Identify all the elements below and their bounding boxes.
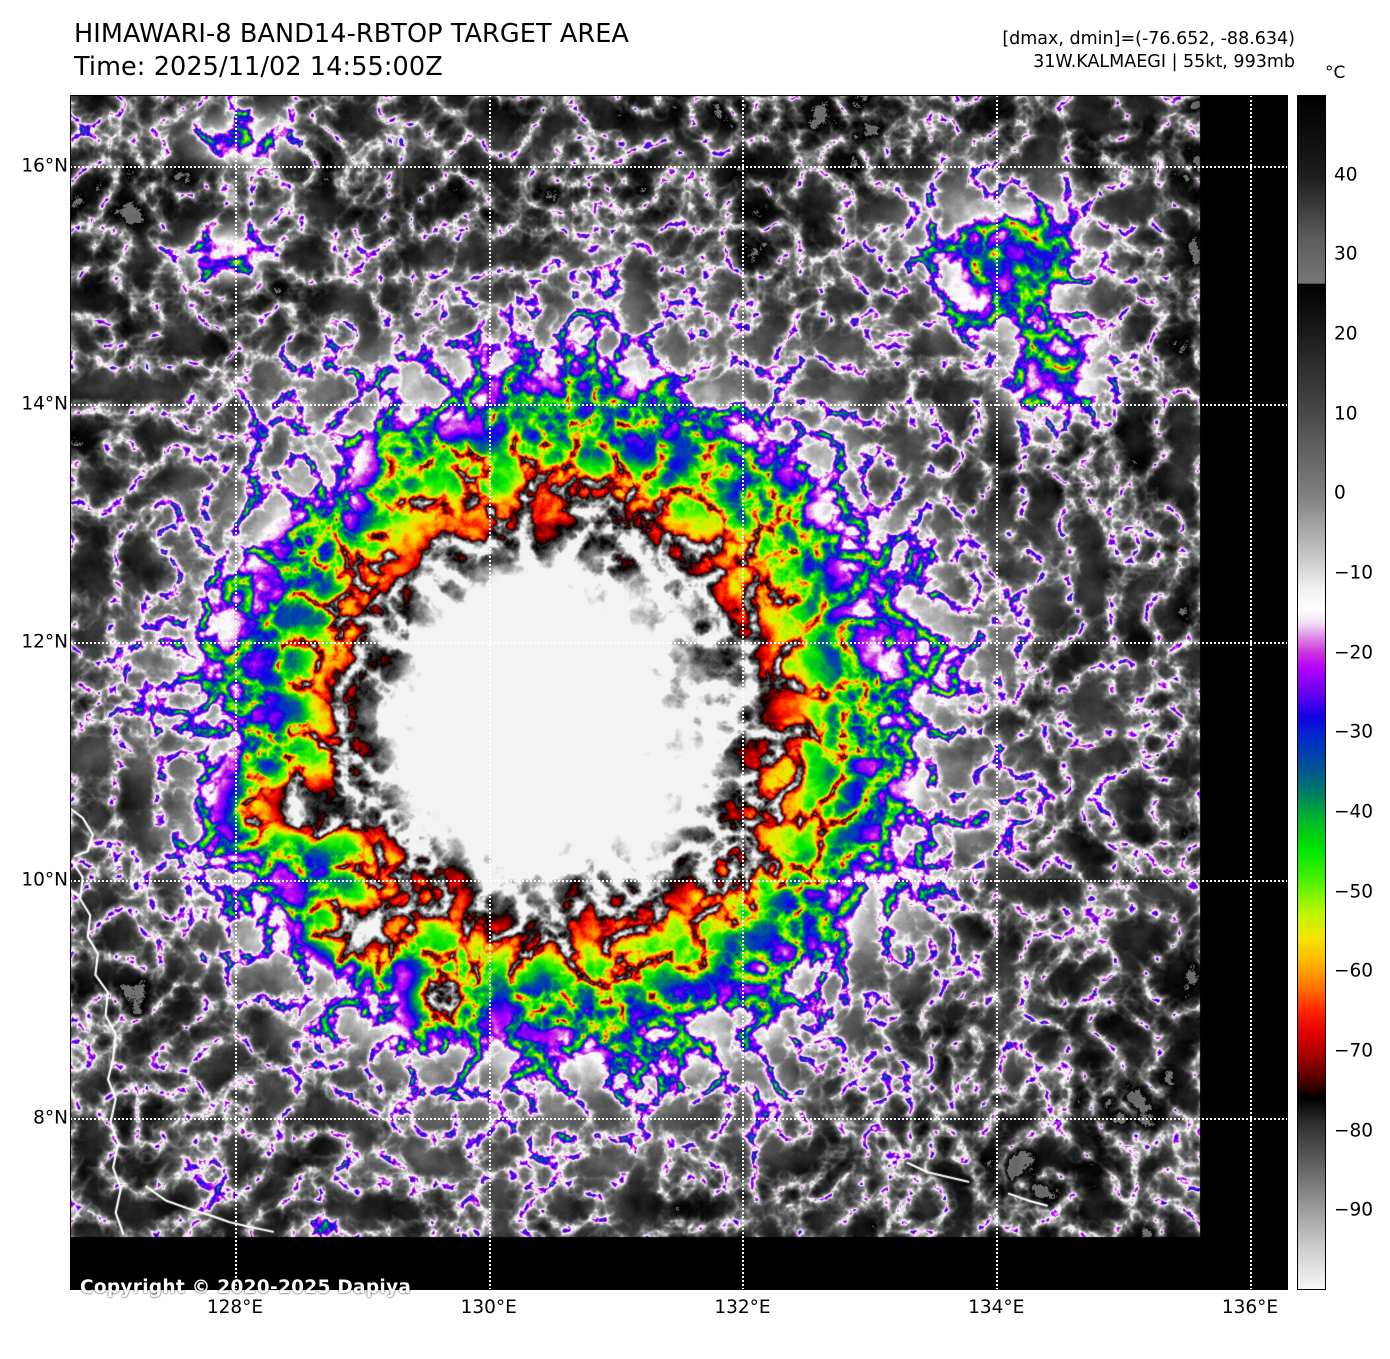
- longitude-tick-128°E: 128°E: [206, 1297, 264, 1318]
- latitude-tick-8°N: 8°N: [33, 1107, 68, 1129]
- latitude-tick-14°N: 14°N: [21, 393, 68, 415]
- colorbar-tick--90: −90: [1334, 1199, 1374, 1221]
- colorbar: [1297, 95, 1326, 1290]
- colorbar-tick--30: −30: [1334, 721, 1374, 743]
- satellite-plot-area: [70, 95, 1288, 1290]
- colorbar-gradient: [1298, 96, 1325, 1289]
- dmax-dmin-label: [dmax, dmin]=(-76.652, -88.634): [1002, 29, 1295, 49]
- colorbar-tick-40: 40: [1334, 164, 1358, 186]
- colorbar-tick--10: −10: [1334, 562, 1374, 584]
- colorbar-unit-label: °C: [1325, 63, 1346, 83]
- longitude-tick-136°E: 136°E: [1221, 1297, 1279, 1318]
- latitude-tick-16°N: 16°N: [21, 155, 68, 177]
- latitude-tick-10°N: 10°N: [21, 869, 68, 891]
- colorbar-tick--50: −50: [1334, 881, 1374, 903]
- colorbar-tick-10: 10: [1334, 403, 1358, 425]
- colorbar-tick-30: 30: [1334, 243, 1358, 265]
- colorbar-tick--40: −40: [1334, 801, 1374, 823]
- colorbar-tick--80: −80: [1334, 1120, 1374, 1142]
- longitude-tick-132°E: 132°E: [714, 1297, 771, 1318]
- colorbar-tick-0: 0: [1334, 482, 1346, 504]
- copyright-label: Copyright © 2020-2025 Dapiya: [80, 1277, 412, 1298]
- figure-title-block: HIMAWARI-8 BAND14-RBTOP TARGET AREA Time…: [74, 18, 629, 84]
- latitude-tick-12°N: 12°N: [21, 631, 68, 653]
- longitude-tick-134°E: 134°E: [968, 1297, 1025, 1318]
- storm-info-label: 31W.KALMAEGI | 55kt, 993mb: [1033, 52, 1295, 73]
- figure-metadata-block: [dmax, dmin]=(-76.652, -88.634) 31W.KALM…: [1002, 28, 1295, 74]
- timestamp-label: Time: 2025/11/02 14:55:00Z: [74, 52, 443, 83]
- colorbar-tick--70: −70: [1334, 1040, 1374, 1062]
- page-title: HIMAWARI-8 BAND14-RBTOP TARGET AREA: [74, 19, 629, 49]
- colorbar-tick--60: −60: [1334, 960, 1374, 982]
- satellite-imagery-canvas: [70, 95, 1288, 1290]
- colorbar-tick-20: 20: [1334, 323, 1358, 345]
- colorbar-tick--20: −20: [1334, 642, 1374, 664]
- longitude-tick-130°E: 130°E: [460, 1297, 517, 1318]
